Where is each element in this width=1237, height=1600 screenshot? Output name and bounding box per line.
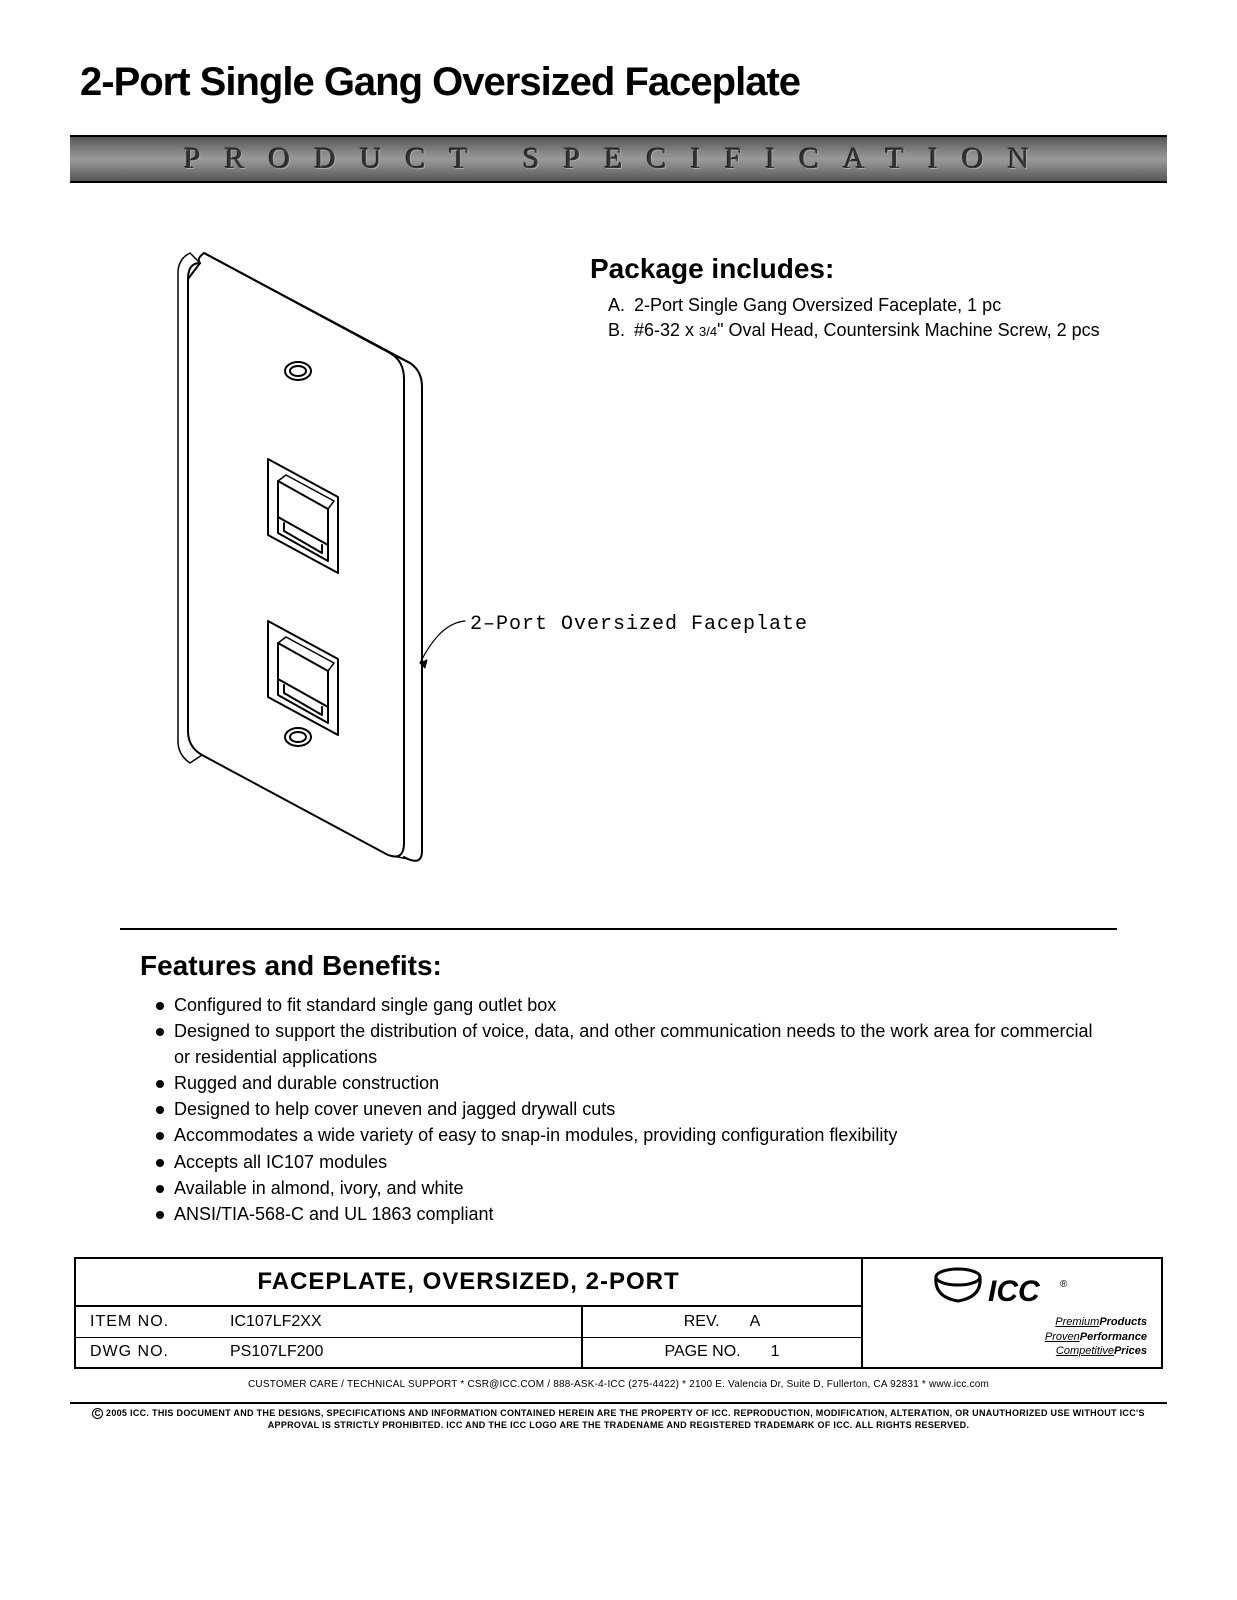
dwg-no-label: DWG NO. [76,1338,216,1367]
svg-text:®: ® [1060,1279,1068,1290]
features-list: Configured to fit standard single gang o… [140,992,1097,1227]
page-cell: PAGE NO. 1 [581,1338,861,1367]
pkg-item-text: #6-32 x 3/4" Oval Head, Countersink Mach… [634,318,1100,343]
feature-item: Accommodates a wide variety of easy to s… [156,1122,1097,1148]
pkg-item-label: A. [608,293,634,318]
spec-banner: PRODUCT SPECIFICATION [70,135,1167,183]
feature-item: Designed to support the distribution of … [156,1018,1097,1070]
title-block: FACEPLATE, OVERSIZED, 2-PORT ITEM NO. IC… [74,1257,1163,1369]
footer-legal: C 2005 ICC. THIS DOCUMENT AND THE DESIGN… [70,1408,1167,1431]
features-section: Features and Benefits: Configured to fit… [70,950,1167,1257]
feature-item: Designed to help cover uneven and jagged… [156,1096,1097,1122]
item-no-value: IC107LF2XX [216,1307,581,1337]
features-heading: Features and Benefits: [140,950,1097,982]
callout-label: 2–Port Oversized Faceplate [470,613,808,636]
diagram-column: 2–Port Oversized Faceplate [120,223,560,908]
footer-legal-text: 2005 ICC. THIS DOCUMENT AND THE DESIGNS,… [106,1408,1145,1430]
footer-contact: CUSTOMER CARE / TECHNICAL SUPPORT * CSR@… [70,1379,1167,1390]
info-column: Package includes: A. 2-Port Single Gang … [590,223,1117,908]
callout: 2–Port Oversized Faceplate [460,613,808,636]
mid-section: 2–Port Oversized Faceplate Package inclu… [70,223,1167,908]
page-no-value: 1 [771,1343,780,1361]
footer-rule [70,1402,1167,1404]
rev-cell: REV. A [581,1307,861,1337]
product-name: FACEPLATE, OVERSIZED, 2-PORT [76,1259,861,1307]
banner-text: PRODUCT SPECIFICATION [184,142,1053,176]
feature-item: Configured to fit standard single gang o… [156,992,1097,1018]
faceplate-illustration [120,223,560,903]
dwg-no-value: PS107LF200 [216,1338,581,1367]
svg-text:ICC: ICC [988,1275,1041,1308]
spec-sheet: 2-Port Single Gang Oversized Faceplate P… [0,0,1237,1451]
rev-label: REV. [684,1313,720,1331]
feature-item: ANSI/TIA-568-C and UL 1863 compliant [156,1201,1097,1227]
page-no-label: PAGE NO. [664,1343,740,1361]
package-item: A. 2-Port Single Gang Oversized Faceplat… [608,293,1117,318]
icc-logo: ICC ® [932,1267,1092,1315]
title-block-logo-area: ICC ® PremiumProducts ProvenPerformance … [861,1259,1161,1367]
title-block-row: ITEM NO. IC107LF2XX REV. A [76,1307,861,1337]
package-heading: Package includes: [590,253,1117,285]
title-block-row: DWG NO. PS107LF200 PAGE NO. 1 [76,1337,861,1367]
package-list: A. 2-Port Single Gang Oversized Faceplat… [590,293,1117,343]
pkg-item-label: B. [608,318,634,343]
package-item: B. #6-32 x 3/4" Oval Head, Countersink M… [608,318,1117,343]
pkg-item-text: 2-Port Single Gang Oversized Faceplate, … [634,293,1001,318]
page-title: 2-Port Single Gang Oversized Faceplate [70,60,1167,105]
feature-item: Available in almond, ivory, and white [156,1175,1097,1201]
feature-item: Accepts all IC107 modules [156,1149,1097,1175]
logo-taglines: PremiumProducts ProvenPerformance Compet… [869,1315,1155,1358]
separator-rule [120,928,1117,930]
title-block-rows: ITEM NO. IC107LF2XX REV. A DWG NO. PS107… [76,1307,861,1367]
feature-item: Rugged and durable construction [156,1070,1097,1096]
rev-value: A [750,1313,761,1331]
item-no-label: ITEM NO. [76,1307,216,1337]
title-block-left: FACEPLATE, OVERSIZED, 2-PORT ITEM NO. IC… [76,1259,861,1367]
copyright-icon: C [92,1408,103,1419]
